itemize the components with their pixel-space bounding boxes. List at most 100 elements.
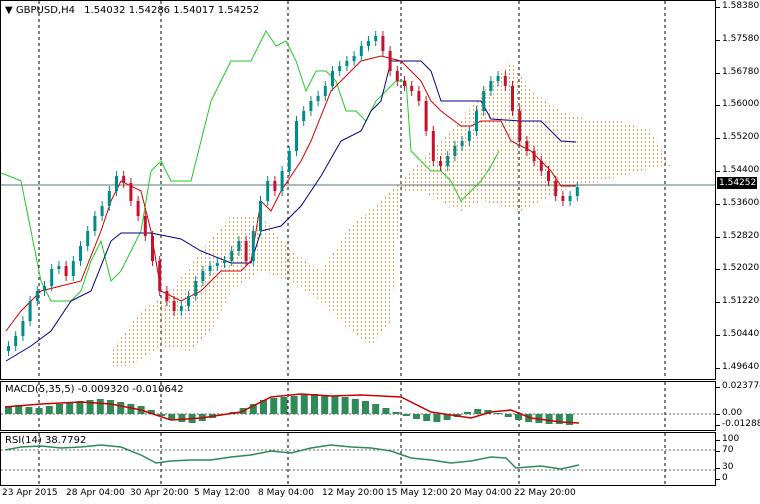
candle-body [208,266,212,271]
candle-body [129,183,133,201]
candle-body [453,146,457,156]
price-tick: 1.53600 [715,197,760,208]
macd-bar [545,414,553,424]
macd-bar [341,397,349,414]
candle-body [467,131,471,141]
time-label: 15 May 12:00 [386,488,448,498]
candle-body [374,36,378,41]
candle-body [194,281,198,296]
macd-label: MACD(5,35,5) [5,384,75,395]
candle-body [7,346,10,351]
ohlc-values: 1.54032 1.54286 1.54017 1.54252 [84,5,260,16]
macd-bar [66,402,74,414]
candle-body [86,231,90,246]
time-label: 12 May 20:00 [322,488,384,498]
candle-body [388,51,392,71]
candle-body [266,181,270,201]
macd-axis[interactable]: 0.023774 0.00 -0.012881 [715,381,760,431]
macd-bar [96,399,104,414]
price-chart-pane[interactable]: ▼ GBPUSD,H4 1.54032 1.54286 1.54017 1.54… [0,0,716,380]
candle-body [50,269,54,286]
candle-body [295,121,298,151]
macd-bar [484,410,492,414]
candle-body [367,41,370,46]
macd-bar [158,414,165,416]
macd-bar [168,414,176,420]
macd-bar [311,394,318,414]
candle-body [158,261,162,291]
candle-body [179,306,183,311]
time-label: 5 May 12:00 [194,488,250,498]
macd-bar [300,395,308,414]
candle-body [223,261,226,263]
candle-body [345,61,349,66]
time-label: 22 May 20:00 [514,488,576,498]
candle-body [115,176,118,191]
macd-bar [117,402,125,414]
time-label: 30 Apr 20:00 [130,488,189,498]
macd-bar [35,408,43,414]
macd-tick-min: -0.012881 [715,419,760,429]
rsi-line [4,444,580,470]
macd-bar [402,414,410,416]
price-axis[interactable]: 1.58380 1.57580 1.56780 1.56000 1.55200 1.544… [715,0,760,380]
tenkan-sen-line [5,55,576,332]
symbol-label: GBPUSD,H4 [15,5,75,16]
candle-body [352,56,356,61]
time-label: 28 Apr 04:00 [66,488,125,498]
macd-bar [45,406,53,414]
macd-bar [15,405,23,414]
candle-body [136,201,140,216]
candle-body [439,161,442,166]
macd-bar [56,404,63,414]
rsi-pane[interactable]: RSI(14) 38.7792 [0,432,716,486]
macd-bar [525,414,533,422]
candle-body [302,111,306,121]
candle-body [460,141,464,146]
price-tick: 1.49640 [715,361,760,372]
price-chart-canvas[interactable] [1,1,715,379]
collapse-triangle-icon[interactable]: ▼ [5,5,13,16]
candle-body [475,111,478,131]
candle-body [568,196,572,201]
price-tick: 1.56780 [715,66,760,77]
macd-bar [382,408,390,414]
macd-bar [280,397,288,414]
candle-body [424,101,428,131]
rsi-title: RSI(14) 38.7792 [5,435,87,446]
macd-bar [494,413,502,414]
ichimoku-cloud [111,61,671,366]
candle-body [338,66,342,71]
kijun-sen-line [5,60,577,362]
candle-body [431,131,435,161]
macd-canvas[interactable] [1,382,715,430]
macd-bar [474,409,482,414]
macd-pane[interactable]: MACD(5,35,5) -0.009320 -0.010642 [0,381,716,431]
candle-body [35,291,39,301]
candle-body [395,71,399,81]
candle-body [21,321,25,336]
price-tick: 1.56000 [715,99,760,110]
price-tick: 1.55200 [715,132,760,143]
candle-body [244,241,248,261]
candle-body [547,171,550,181]
candle-body [561,196,565,201]
current-price-label: 1.54252 [717,177,757,189]
candle-body [316,96,320,101]
rsi-axis[interactable]: 100 70 30 0 [715,432,760,486]
macd-bar [372,404,380,414]
rsi-canvas[interactable] [1,433,715,485]
candle-body [79,246,82,261]
candle-body [532,151,536,161]
macd-bar [423,414,431,421]
candle-body [403,81,406,86]
candle-body [359,46,363,56]
candle-body [215,263,219,266]
candle-body [107,191,111,206]
time-label: 8 May 04:00 [258,488,314,498]
candle-body [539,161,543,171]
macd-tick-max: 0.023774 [716,381,760,391]
macd-bar [392,412,400,414]
rsi-tick-100: 100 [715,434,740,444]
candle-body [554,181,558,196]
